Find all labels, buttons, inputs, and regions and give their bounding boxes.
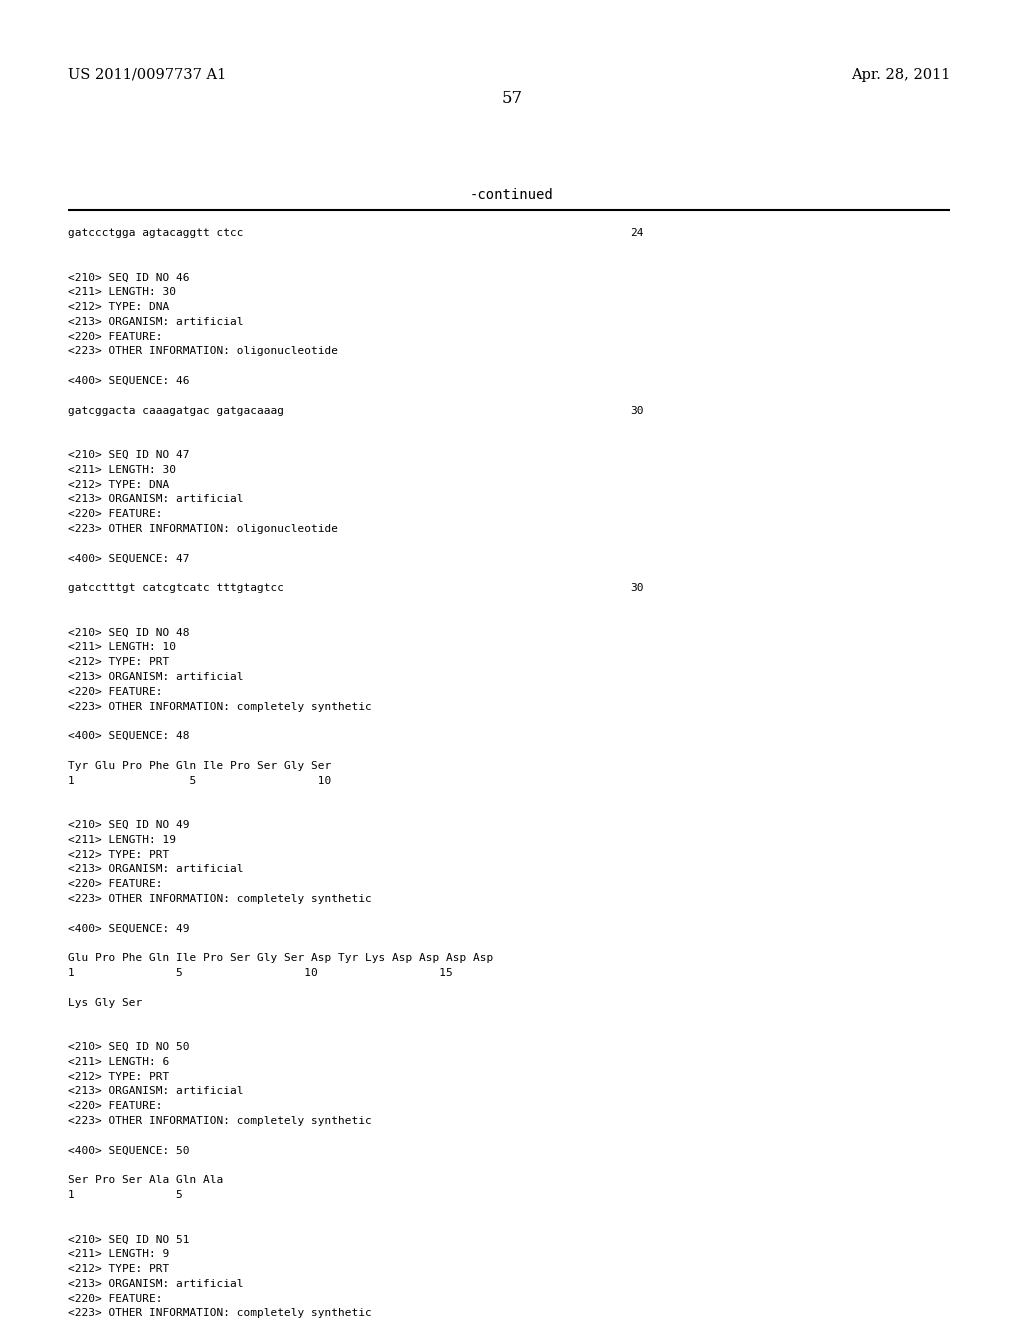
Text: 1                 5                  10: 1 5 10 xyxy=(68,776,331,785)
Text: <220> FEATURE:: <220> FEATURE: xyxy=(68,510,163,519)
Text: Ser Pro Ser Ala Gln Ala: Ser Pro Ser Ala Gln Ala xyxy=(68,1175,223,1185)
Text: <210> SEQ ID NO 47: <210> SEQ ID NO 47 xyxy=(68,450,189,459)
Text: gatccctgga agtacaggtt ctcc: gatccctgga agtacaggtt ctcc xyxy=(68,228,244,238)
Text: <211> LENGTH: 19: <211> LENGTH: 19 xyxy=(68,834,176,845)
Text: <220> FEATURE:: <220> FEATURE: xyxy=(68,879,163,890)
Text: <211> LENGTH: 10: <211> LENGTH: 10 xyxy=(68,643,176,652)
Text: <212> TYPE: DNA: <212> TYPE: DNA xyxy=(68,302,169,312)
Text: <212> TYPE: DNA: <212> TYPE: DNA xyxy=(68,479,169,490)
Text: <213> ORGANISM: artificial: <213> ORGANISM: artificial xyxy=(68,865,244,874)
Text: <400> SEQUENCE: 48: <400> SEQUENCE: 48 xyxy=(68,731,189,742)
Text: Glu Pro Phe Gln Ile Pro Ser Gly Ser Asp Tyr Lys Asp Asp Asp Asp: Glu Pro Phe Gln Ile Pro Ser Gly Ser Asp … xyxy=(68,953,494,964)
Text: -continued: -continued xyxy=(470,187,554,202)
Text: 1               5                  10                  15: 1 5 10 15 xyxy=(68,968,453,978)
Text: <213> ORGANISM: artificial: <213> ORGANISM: artificial xyxy=(68,495,244,504)
Text: <220> FEATURE:: <220> FEATURE: xyxy=(68,1294,163,1304)
Text: 24: 24 xyxy=(630,228,643,238)
Text: <212> TYPE: PRT: <212> TYPE: PRT xyxy=(68,1265,169,1274)
Text: <400> SEQUENCE: 50: <400> SEQUENCE: 50 xyxy=(68,1146,189,1155)
Text: <213> ORGANISM: artificial: <213> ORGANISM: artificial xyxy=(68,317,244,327)
Text: <223> OTHER INFORMATION: oligonucleotide: <223> OTHER INFORMATION: oligonucleotide xyxy=(68,524,338,535)
Text: <400> SEQUENCE: 46: <400> SEQUENCE: 46 xyxy=(68,376,189,385)
Text: <210> SEQ ID NO 50: <210> SEQ ID NO 50 xyxy=(68,1041,189,1052)
Text: <210> SEQ ID NO 48: <210> SEQ ID NO 48 xyxy=(68,627,189,638)
Text: <211> LENGTH: 30: <211> LENGTH: 30 xyxy=(68,465,176,475)
Text: gatcggacta caaagatgac gatgacaaag: gatcggacta caaagatgac gatgacaaag xyxy=(68,405,284,416)
Text: US 2011/0097737 A1: US 2011/0097737 A1 xyxy=(68,69,226,82)
Text: <212> TYPE: PRT: <212> TYPE: PRT xyxy=(68,657,169,667)
Text: Apr. 28, 2011: Apr. 28, 2011 xyxy=(851,69,950,82)
Text: <223> OTHER INFORMATION: completely synthetic: <223> OTHER INFORMATION: completely synt… xyxy=(68,1115,372,1126)
Text: <212> TYPE: PRT: <212> TYPE: PRT xyxy=(68,1072,169,1081)
Text: <400> SEQUENCE: 49: <400> SEQUENCE: 49 xyxy=(68,924,189,933)
Text: <210> SEQ ID NO 51: <210> SEQ ID NO 51 xyxy=(68,1234,189,1245)
Text: <223> OTHER INFORMATION: oligonucleotide: <223> OTHER INFORMATION: oligonucleotide xyxy=(68,346,338,356)
Text: <211> LENGTH: 9: <211> LENGTH: 9 xyxy=(68,1249,169,1259)
Text: <400> SEQUENCE: 47: <400> SEQUENCE: 47 xyxy=(68,553,189,564)
Text: <211> LENGTH: 30: <211> LENGTH: 30 xyxy=(68,288,176,297)
Text: <213> ORGANISM: artificial: <213> ORGANISM: artificial xyxy=(68,672,244,682)
Text: <213> ORGANISM: artificial: <213> ORGANISM: artificial xyxy=(68,1279,244,1288)
Text: <223> OTHER INFORMATION: completely synthetic: <223> OTHER INFORMATION: completely synt… xyxy=(68,1308,372,1319)
Text: Lys Gly Ser: Lys Gly Ser xyxy=(68,998,142,1007)
Text: <223> OTHER INFORMATION: completely synthetic: <223> OTHER INFORMATION: completely synt… xyxy=(68,894,372,904)
Text: 57: 57 xyxy=(502,90,522,107)
Text: 30: 30 xyxy=(630,583,643,593)
Text: <210> SEQ ID NO 49: <210> SEQ ID NO 49 xyxy=(68,820,189,830)
Text: <220> FEATURE:: <220> FEATURE: xyxy=(68,1101,163,1111)
Text: <220> FEATURE:: <220> FEATURE: xyxy=(68,331,163,342)
Text: 1               5: 1 5 xyxy=(68,1191,182,1200)
Text: <210> SEQ ID NO 46: <210> SEQ ID NO 46 xyxy=(68,272,189,282)
Text: gatcctttgt catcgtcatc tttgtagtcc: gatcctttgt catcgtcatc tttgtagtcc xyxy=(68,583,284,593)
Text: 30: 30 xyxy=(630,405,643,416)
Text: <211> LENGTH: 6: <211> LENGTH: 6 xyxy=(68,1057,169,1067)
Text: <213> ORGANISM: artificial: <213> ORGANISM: artificial xyxy=(68,1086,244,1097)
Text: <223> OTHER INFORMATION: completely synthetic: <223> OTHER INFORMATION: completely synt… xyxy=(68,702,372,711)
Text: <212> TYPE: PRT: <212> TYPE: PRT xyxy=(68,850,169,859)
Text: Tyr Glu Pro Phe Gln Ile Pro Ser Gly Ser: Tyr Glu Pro Phe Gln Ile Pro Ser Gly Ser xyxy=(68,760,331,771)
Text: <220> FEATURE:: <220> FEATURE: xyxy=(68,686,163,697)
